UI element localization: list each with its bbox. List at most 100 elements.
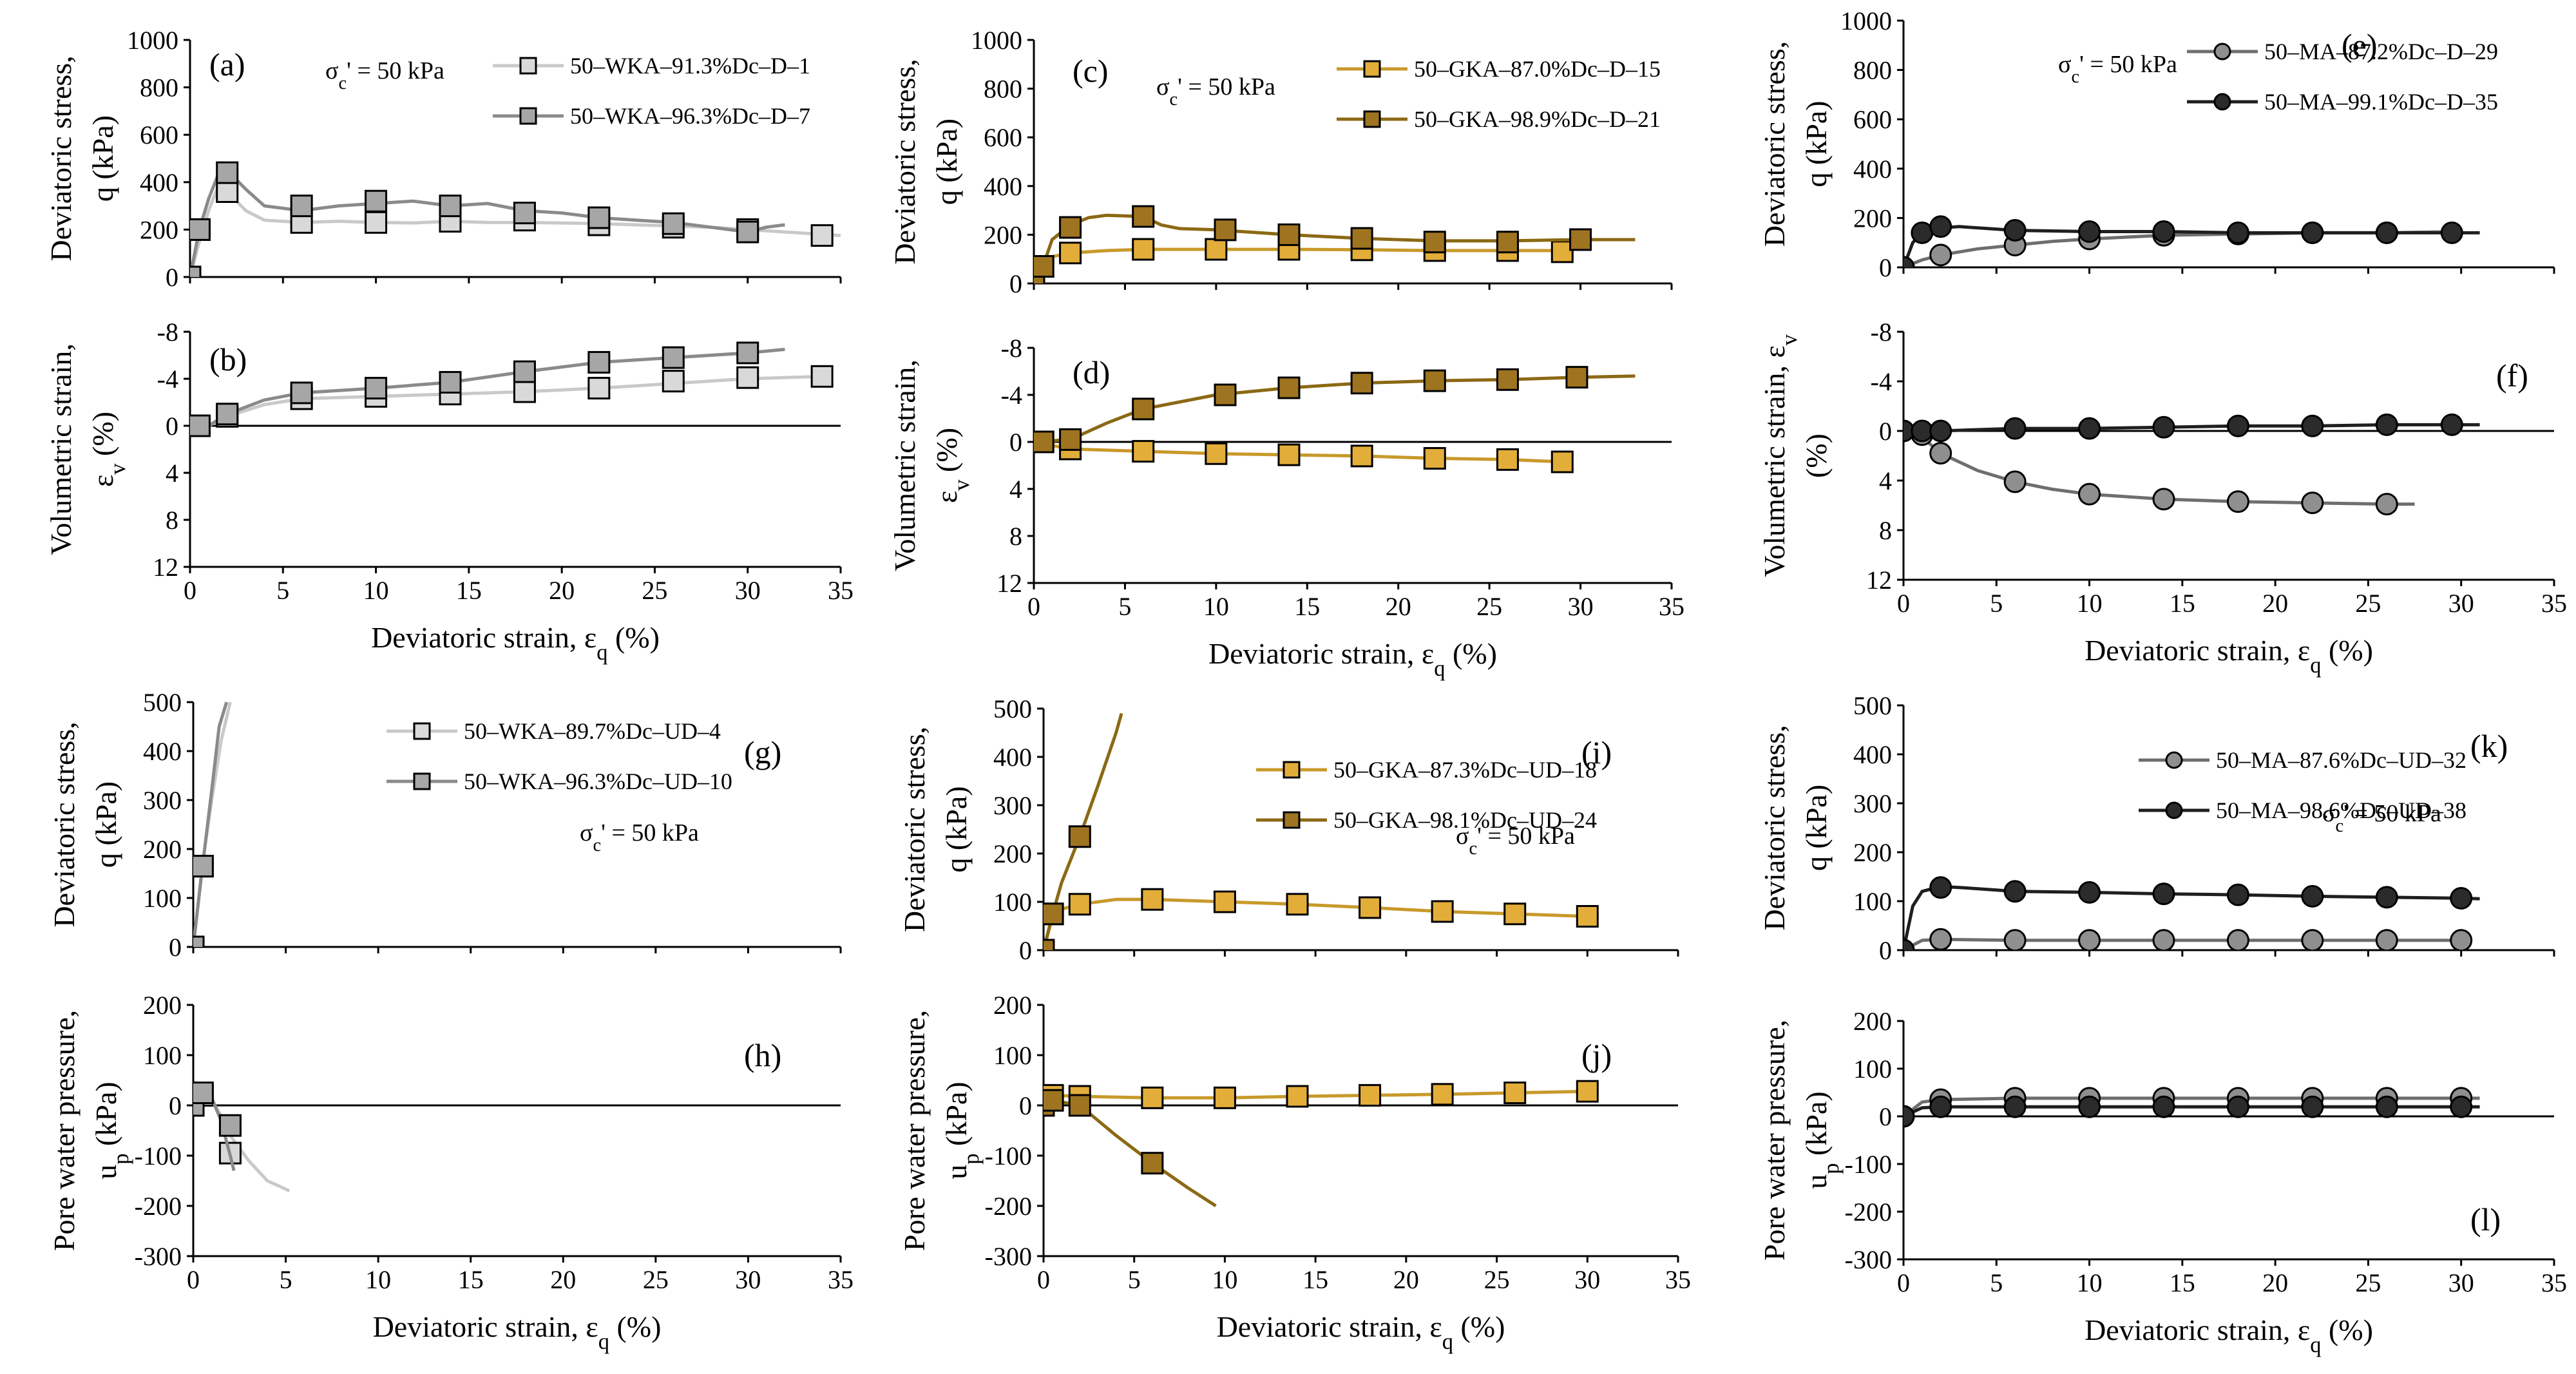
data-point: [216, 161, 239, 184]
data-point: [1277, 376, 1301, 399]
x-axis-label: Deviatoric strain, εq (%): [373, 1310, 662, 1354]
x-tick-label: 10: [365, 1265, 391, 1294]
plot-area: [1903, 876, 2480, 950]
y-axis-label-line1: Deviatoric stress,: [898, 727, 931, 932]
y-axis-label-line2: q (kPa): [930, 119, 963, 205]
x-tick-label: 35: [2541, 589, 2567, 618]
panel-label: (b): [209, 341, 247, 377]
series-line: [1044, 1089, 1588, 1107]
x-tick-label: 25: [643, 1265, 669, 1294]
y-tick-label: 4: [1009, 475, 1022, 504]
x-tick-label: 10: [1212, 1265, 1237, 1294]
data-point: [1044, 902, 1064, 926]
confining-stress-note: σc' = 50 kPa: [580, 819, 699, 855]
data-point: [2152, 488, 2175, 511]
x-axis-label: Deviatoric strain, εq (%): [2085, 634, 2373, 678]
data-point: [2375, 493, 2398, 516]
x-tick-label: 30: [735, 1265, 761, 1294]
y-axis-label-line2: q (kPa): [90, 781, 122, 868]
y-tick-label: 600: [984, 123, 1022, 152]
y-axis-label-line1: Volumetric strain, εv: [1758, 334, 1802, 577]
panel-label: (a): [209, 46, 245, 82]
panel-g: 0 100 200 300 400 500 (g) σc' = 50 kPa 50–WKA–89…: [48, 688, 842, 962]
data-point: [1213, 890, 1236, 913]
y-tick-label: -300: [1845, 1245, 1892, 1274]
x-tick-label: 0: [1897, 1268, 1910, 1297]
y-axis-label-line1: Deviatoric stress,: [1758, 725, 1791, 930]
y-tick-label: 0: [1879, 1102, 1892, 1131]
y-tick-label: 200: [984, 220, 1022, 249]
data-point: [2301, 929, 2324, 950]
y-tick-label: 100: [993, 888, 1032, 917]
y-tick-label: 100: [143, 884, 182, 913]
y-axis-label-line2: q (kPa): [86, 115, 119, 202]
x-tick-label: 30: [2448, 1268, 2474, 1297]
data-point: [1929, 243, 1952, 267]
plot-area: [1034, 366, 1636, 473]
y-tick-label: 100: [993, 1041, 1032, 1070]
y-tick-label: 400: [140, 168, 178, 197]
y-tick-label: 500: [1853, 691, 1892, 720]
data-point: [193, 935, 205, 947]
y-tick-label: 4: [1879, 466, 1892, 495]
x-tick-label: 15: [2170, 1268, 2195, 1297]
legend: 50–WKA–91.3%Dc–D–1 50–WKA–96.3%Dc–D–7: [493, 53, 810, 129]
panel-label: (l): [2470, 1201, 2501, 1237]
y-tick-label: 200: [143, 991, 182, 1020]
confining-stress-note: σc' = 50 kPa: [1456, 823, 1575, 859]
y-axis-label: Deviatoric stress, q (kPa): [44, 55, 119, 261]
y-tick-label: -200: [985, 1192, 1032, 1221]
data-point: [1359, 896, 1382, 919]
data-point: [1423, 231, 1446, 254]
y-tick-label: -4: [157, 365, 178, 394]
legend-label: 50–WKA–91.3%Dc–D–1: [570, 53, 810, 79]
y-axis-label: Deviatoric stress, q (kPa): [888, 59, 963, 264]
panel-label: (c): [1073, 53, 1109, 89]
y-tick-label: -4: [1001, 381, 1022, 410]
y-axis-label-line1: Pore water pressure,: [1758, 1020, 1791, 1261]
y-tick-label: 400: [993, 743, 1032, 772]
legend-label: 50–MA–87.2%Dc–D–29: [2264, 39, 2498, 64]
legend-marker: [1363, 110, 1381, 128]
y-tick-label: 200: [1853, 838, 1892, 867]
x-tick-label: 15: [2170, 589, 2195, 618]
y-tick-label: 500: [993, 694, 1032, 723]
y-tick-label: -100: [135, 1141, 182, 1170]
legend: 50–MA–87.2%Dc–D–29 50–MA–99.1%Dc–D–35: [2187, 39, 2498, 115]
data-point: [365, 211, 388, 234]
data-point: [1132, 205, 1155, 228]
data-point: [365, 189, 388, 213]
y-tick-label: 12: [1866, 566, 1892, 595]
data-point: [2152, 415, 2175, 439]
data-point: [587, 377, 611, 400]
data-point: [439, 195, 462, 218]
y-tick-label: -4: [1871, 367, 1892, 396]
data-point: [2003, 1095, 2027, 1118]
legend: 50–MA–87.6%Dc–UD–32 50–MA–98.6%Dc–UD–38: [2139, 747, 2466, 823]
y-tick-label: 0: [1009, 269, 1022, 298]
data-point: [1496, 368, 1519, 391]
data-point: [2226, 221, 2249, 244]
data-point: [1350, 227, 1373, 250]
y-tick-label: -100: [985, 1141, 1032, 1170]
panel-label: (k): [2470, 728, 2508, 764]
data-point: [1903, 256, 1915, 267]
legend: 50–GKA–87.0%Dc–D–15 50–GKA–98.9%Dc–D–21: [1337, 56, 1661, 132]
y-axis-label: Pore water pressure, up (kPa): [48, 1010, 133, 1251]
data-point: [1929, 928, 1952, 950]
data-point: [1576, 1080, 1599, 1103]
data-point: [1059, 242, 1082, 265]
data-point: [1068, 825, 1091, 848]
y-axis-label-line2: up (kPa): [90, 1082, 133, 1179]
panel-label: (d): [1073, 354, 1110, 390]
data-point: [1286, 1085, 1309, 1108]
legend-label: 50–MA–87.6%Dc–UD–32: [2216, 747, 2466, 773]
y-axis-label: Deviatoric stress, q (kPa): [1758, 41, 1833, 247]
data-point: [1911, 419, 1934, 443]
data-point: [1214, 383, 1237, 406]
data-point: [736, 220, 759, 243]
y-tick-label: -8: [1871, 318, 1892, 347]
x-tick-label: 20: [550, 1265, 576, 1294]
data-point: [1034, 255, 1054, 278]
